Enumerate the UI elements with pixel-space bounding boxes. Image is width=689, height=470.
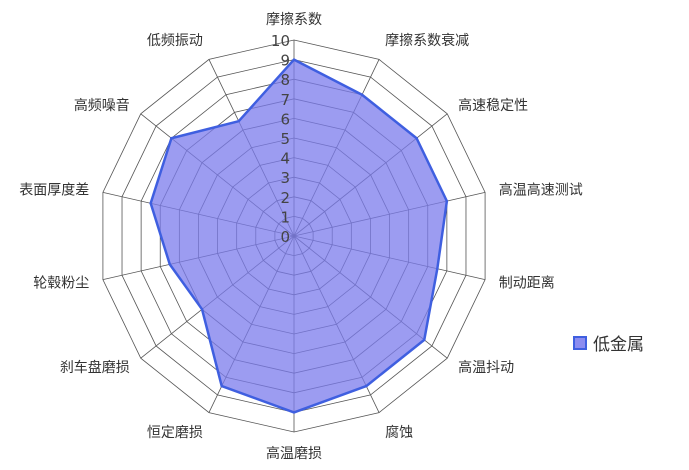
data-point <box>237 120 240 123</box>
axis-label: 高频噪音 <box>74 97 130 114</box>
data-point <box>220 384 223 388</box>
tick-label: 10 <box>271 32 290 50</box>
legend-label: 低金属 <box>593 335 644 355</box>
data-point <box>423 338 426 342</box>
data-point <box>292 58 296 61</box>
axis-label: 高温磨损 <box>266 445 322 462</box>
tick-label: 0 <box>280 228 290 246</box>
axis-label: 摩擦系数衰减 <box>385 32 469 49</box>
axis-label: 高温高速测试 <box>499 181 583 198</box>
series-area <box>149 58 449 414</box>
axis-label: 恒定磨损 <box>147 425 203 441</box>
axis-label: 制动距离 <box>499 275 555 292</box>
axis-label: 轮毂粉尘 <box>33 276 89 292</box>
data-point <box>292 411 296 414</box>
data-point <box>415 137 418 140</box>
data-point <box>170 137 173 140</box>
tick-label: 1 <box>280 208 290 226</box>
data-point <box>149 202 152 205</box>
data-point <box>365 384 368 388</box>
axis-label: 摩擦系数 <box>266 11 322 28</box>
tick-label: 9 <box>280 52 290 70</box>
axis-label: 腐蚀 <box>385 424 413 441</box>
tick-label: 8 <box>280 71 290 89</box>
data-point <box>200 308 204 311</box>
tick-label: 3 <box>280 169 290 187</box>
data-point <box>360 93 364 96</box>
data-point <box>436 267 439 270</box>
axis-label: 高速稳定性 <box>458 97 528 114</box>
tick-label: 7 <box>280 91 290 109</box>
axis-label: 表面厚度差 <box>19 182 89 198</box>
tick-label: 5 <box>280 130 290 148</box>
axis-label: 刹车盘磨损 <box>60 359 130 376</box>
data-point <box>168 263 171 266</box>
axis-label: 低频振动 <box>147 33 203 49</box>
tick-label: 4 <box>280 150 290 168</box>
legend: 低金属 <box>573 330 644 355</box>
legend-swatch <box>573 335 587 350</box>
tick-label: 2 <box>280 189 290 207</box>
axis-label: 高温抖动 <box>458 359 514 376</box>
data-point <box>445 199 449 203</box>
tick-label: 6 <box>280 110 290 128</box>
